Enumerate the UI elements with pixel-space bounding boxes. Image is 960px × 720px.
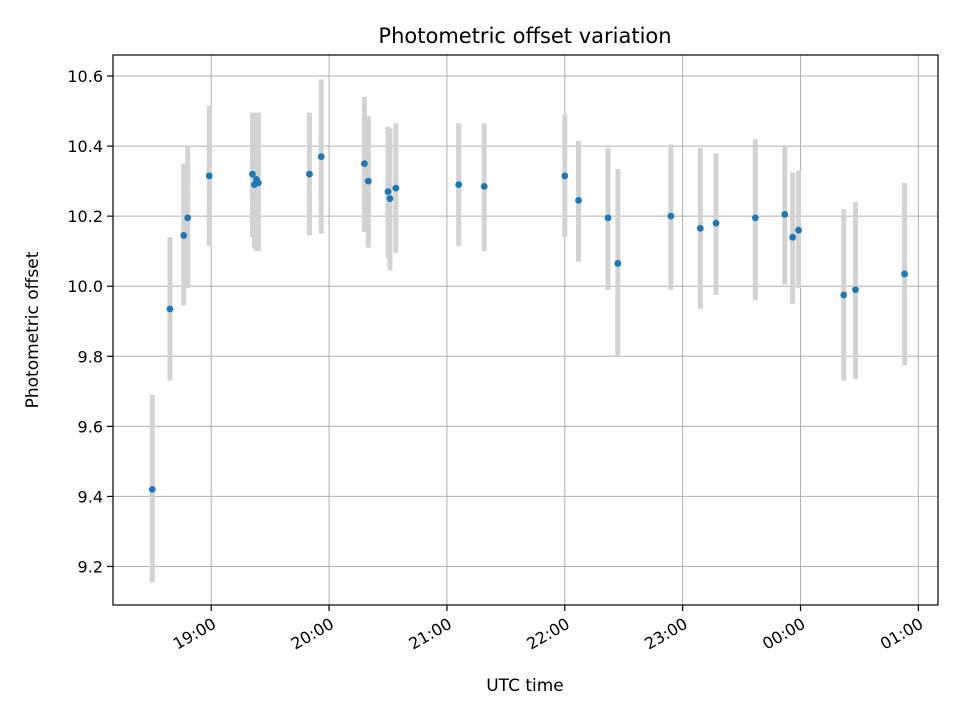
data-point [180, 232, 188, 239]
y-tick-label: 10.2 [67, 207, 103, 226]
x-axis-label: UTC time [486, 676, 564, 696]
data-points [148, 153, 909, 493]
data-point [480, 182, 488, 190]
data-point [364, 177, 372, 185]
y-axis-ticks: 9.2 9.4 9.6 9.8 10.0 10.2 10.4 10.6 [67, 67, 113, 576]
data-point [840, 291, 848, 299]
data-point [184, 214, 192, 222]
y-tick-label: 10.4 [67, 137, 103, 156]
data-point [249, 170, 256, 178]
data-point [254, 179, 262, 187]
y-tick-label: 9.4 [78, 487, 103, 506]
y-tick-label: 10.0 [67, 277, 103, 296]
data-point [789, 233, 797, 241]
data-point [781, 210, 789, 218]
chart-title: Photometric offset variation [378, 24, 671, 48]
data-point [901, 270, 909, 278]
data-point [751, 214, 759, 222]
y-axis-label: Photometric offset [23, 251, 43, 408]
data-point [166, 305, 174, 313]
data-point [392, 184, 400, 192]
data-point [361, 160, 368, 167]
data-point [852, 286, 859, 294]
data-point [604, 214, 612, 222]
data-point [575, 196, 582, 204]
data-point [205, 172, 213, 180]
data-point [306, 170, 313, 178]
data-point [148, 485, 156, 493]
y-tick-label: 9.8 [78, 347, 103, 366]
data-point [712, 219, 720, 227]
data-point [561, 172, 569, 180]
y-tick-label: 10.6 [67, 67, 103, 86]
data-point [614, 260, 622, 267]
data-point [455, 181, 463, 189]
y-tick-label: 9.2 [78, 557, 103, 576]
data-point [795, 226, 802, 234]
data-point [386, 195, 394, 203]
data-point [696, 225, 704, 232]
data-point [384, 188, 392, 196]
y-tick-label: 9.6 [78, 417, 103, 436]
plot-area-frame [112, 54, 939, 606]
data-point [667, 212, 675, 220]
data-point [317, 153, 325, 160]
